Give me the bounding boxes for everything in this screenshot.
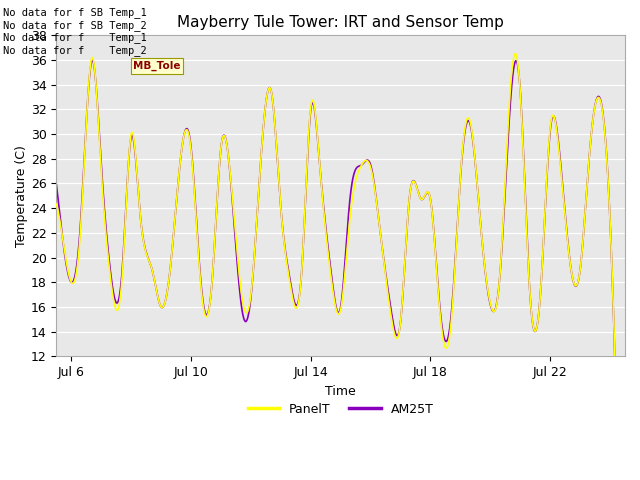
Legend: PanelT, AM25T: PanelT, AM25T [243,398,438,420]
AM25T [310,103,318,109]
PanelT [596,96,604,102]
AM25T [596,95,604,101]
PanelT [612,395,620,401]
AM25T [325,251,333,256]
PanelT [324,253,332,259]
Y-axis label: Temperature (C): Temperature (C) [15,145,28,247]
AM25T [493,297,501,302]
X-axis label: Time: Time [325,384,356,397]
PanelT [81,146,89,152]
Title: Mayberry Tule Tower: IRT and Sensor Temp: Mayberry Tule Tower: IRT and Sensor Temp [177,15,504,30]
Text: MB_Tole: MB_Tole [133,61,180,72]
PanelT [52,201,60,207]
Line: AM25T: AM25T [56,60,616,402]
PanelT [493,300,501,305]
PanelT [310,99,317,105]
AM25T [612,399,620,405]
Line: PanelT: PanelT [56,54,616,398]
AM25T [81,144,89,150]
PanelT [511,51,519,57]
AM25T [52,181,60,187]
PanelT [596,97,604,103]
Text: No data for f SB Temp_1
No data for f SB Temp_2
No data for f    Temp_1
No data : No data for f SB Temp_1 No data for f SB… [3,7,147,56]
AM25T [88,57,96,63]
AM25T [596,96,604,101]
